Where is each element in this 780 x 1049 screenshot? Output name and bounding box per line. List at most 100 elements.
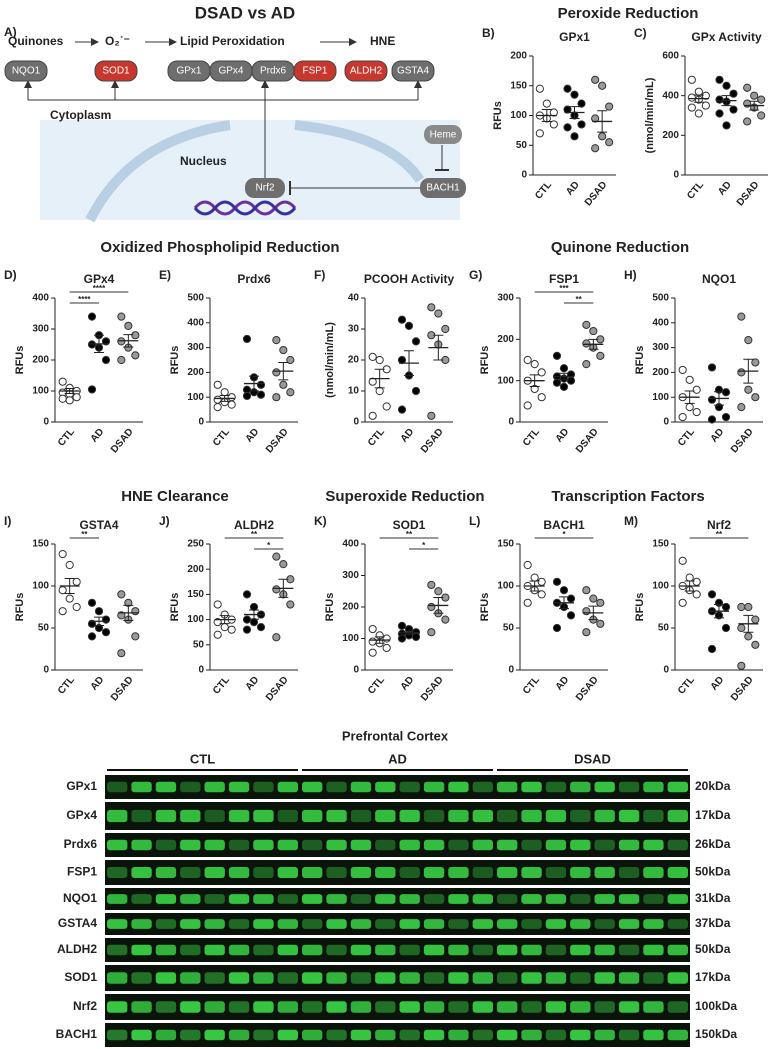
blot-band — [302, 1029, 323, 1041]
blot-protein: NQO1 — [63, 891, 97, 905]
data-point — [382, 402, 391, 411]
y-tick-label: 50 — [193, 639, 205, 650]
data-point — [694, 109, 703, 118]
y-tick-label: 30 — [348, 324, 360, 335]
blot-band — [375, 867, 396, 878]
data-point — [605, 138, 614, 147]
data-point — [563, 123, 572, 132]
data-point — [213, 630, 222, 639]
nucleus-label: Nucleus — [180, 154, 227, 168]
data-point — [272, 336, 281, 345]
blot-band — [375, 1001, 396, 1013]
data-point — [582, 360, 591, 369]
y-tick-label: 50 — [516, 140, 528, 151]
x-tick-label: DSAD — [729, 675, 756, 704]
error-bar — [597, 110, 608, 133]
x-tick-label: CTL — [533, 180, 554, 202]
sig-label: ** — [81, 530, 88, 539]
blot-band — [545, 894, 567, 904]
blot-band — [448, 894, 469, 904]
data-point — [131, 607, 140, 616]
y-tick-label: 0 — [353, 417, 359, 428]
data-point — [256, 380, 266, 389]
blot-band — [618, 1001, 640, 1013]
error-bar — [249, 375, 259, 392]
y-tick-label: 200 — [32, 355, 49, 366]
blot-protein: GSTA4 — [58, 916, 97, 930]
data-point — [427, 580, 436, 590]
data-point — [563, 84, 572, 93]
blot-band — [155, 919, 177, 929]
x-tick-label: AD — [89, 427, 107, 445]
sig-label: *** — [559, 284, 569, 293]
blot-band — [570, 972, 591, 984]
blot-strip — [105, 833, 690, 857]
y-tick-label: 0 — [663, 417, 669, 428]
data-point — [368, 352, 377, 361]
error-bar — [94, 616, 104, 626]
data-point — [549, 120, 558, 129]
blot-strip — [105, 860, 690, 885]
blot-band — [545, 839, 567, 851]
data-point — [530, 360, 539, 369]
blot-band — [497, 839, 518, 851]
blot-band — [107, 972, 128, 984]
blot-protein: Prdx6 — [64, 837, 98, 851]
y-axis-label: RFUs — [169, 346, 181, 375]
y-tick-label: 400 — [652, 317, 669, 328]
data-point — [737, 623, 746, 633]
blot-band — [594, 867, 615, 878]
pill — [293, 60, 337, 82]
error-bar — [529, 580, 540, 592]
protein-label: FSP1 — [302, 66, 327, 77]
pathway-diagram: A) DSAD vs AD Quinones O₂˙⁻ Lipid Peroxi… — [4, 3, 466, 223]
blot-band — [667, 809, 688, 823]
blot-band — [618, 972, 640, 984]
blot-band — [399, 944, 420, 956]
data-point — [523, 598, 532, 607]
blot-band — [618, 839, 640, 851]
x-tick-label: DSAD — [735, 180, 762, 209]
data-point — [434, 587, 443, 596]
y-tick-label: 300 — [187, 342, 204, 353]
data-point — [737, 602, 746, 612]
panel-label: D) — [4, 268, 17, 282]
cytoplasm-label: Cytoplasm — [50, 108, 111, 122]
data-point — [722, 81, 731, 90]
blot-band — [399, 919, 420, 929]
protein-label: GPx4 — [218, 66, 243, 77]
blot-band — [643, 867, 664, 878]
error-bar — [278, 578, 289, 598]
blot-strip — [105, 775, 690, 799]
error-bar — [541, 109, 552, 122]
panel-label: B) — [482, 26, 495, 40]
error-bar — [64, 577, 75, 595]
blot-band — [570, 781, 591, 793]
data-point — [58, 549, 67, 559]
chart-title: GPx Activity — [691, 30, 762, 44]
blot-band — [326, 1029, 347, 1041]
data-point — [722, 121, 731, 130]
y-tick-label: 200 — [497, 334, 514, 345]
blot-band — [131, 1029, 152, 1041]
blot-band — [326, 944, 347, 956]
blot-band — [350, 1001, 372, 1013]
error-bar — [219, 615, 230, 625]
data-point — [582, 628, 591, 637]
data-point — [101, 628, 111, 637]
blot-band — [326, 809, 347, 823]
blot-band — [545, 781, 567, 793]
data-point — [589, 326, 598, 336]
data-point — [256, 390, 266, 399]
error-bar — [278, 361, 289, 381]
blot-band — [131, 894, 152, 904]
x-tick-label: CTL — [56, 427, 77, 449]
data-point — [559, 364, 569, 373]
y-tick-label: 400 — [32, 293, 49, 304]
blot-band — [448, 867, 469, 878]
blot-band — [472, 839, 493, 851]
data-point — [65, 594, 74, 603]
blot-band — [667, 1029, 688, 1041]
blot-band — [204, 944, 225, 956]
data-point — [117, 590, 126, 599]
